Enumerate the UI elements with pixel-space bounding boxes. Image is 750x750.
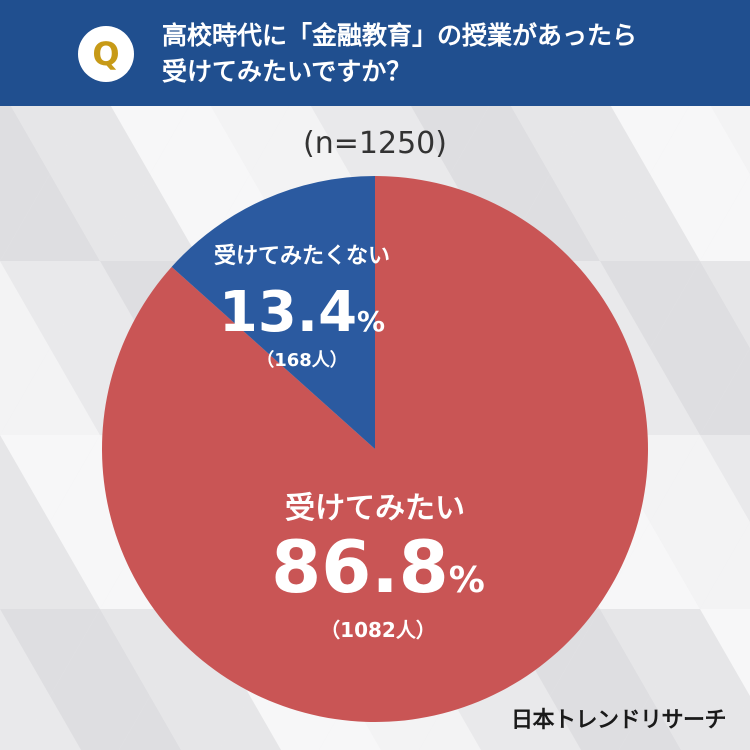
background-triangle	[518, 696, 582, 750]
background-triangle	[650, 609, 750, 696]
background-triangle	[50, 696, 150, 750]
q-badge: Q	[78, 26, 134, 82]
background-triangle	[450, 87, 550, 174]
background-triangle	[550, 609, 650, 696]
background-triangle	[0, 174, 100, 261]
slice-percent-want: 86.8%	[271, 525, 485, 609]
background-triangle	[450, 696, 550, 750]
background-triangle	[300, 87, 400, 174]
background-triangle	[200, 87, 300, 174]
pie-slice-not-want	[171, 176, 375, 449]
background-triangle	[0, 348, 100, 435]
background-triangle	[100, 87, 200, 174]
q-badge-letter: Q	[92, 35, 120, 73]
background-triangle	[118, 696, 182, 750]
background-triangle	[650, 522, 750, 609]
question-text: 高校時代に「金融教育」の授業があったら 受けてみたいですか？	[162, 18, 722, 90]
background-triangle	[0, 435, 100, 522]
slice-label-not-want: 受けてみたくない	[214, 243, 390, 269]
background-triangle	[100, 174, 200, 261]
background-triangle	[700, 174, 750, 261]
question-line-2: 受けてみたいですか？	[162, 57, 412, 86]
background-triangle	[550, 87, 650, 174]
slice-count-not-want: （168人）	[256, 350, 348, 371]
background-triangle	[0, 261, 100, 348]
background-triangle	[50, 261, 150, 348]
background-triangle	[50, 87, 150, 174]
background-triangle	[50, 174, 150, 261]
background-triangle	[0, 609, 100, 696]
background-triangle	[600, 174, 700, 261]
background-triangle	[318, 696, 382, 750]
background-triangle	[700, 609, 750, 696]
slice-label-want: 受けてみたい	[285, 491, 465, 526]
background-triangle	[650, 174, 750, 261]
background-triangle	[700, 87, 750, 174]
background-triangle	[700, 261, 750, 348]
background-triangle	[50, 609, 150, 696]
background-triangle	[350, 87, 450, 174]
background-triangle	[218, 696, 282, 750]
brand-logo-text: 日本トレンドリサーチ	[510, 708, 727, 733]
background-triangle	[600, 609, 700, 696]
background-triangle	[0, 87, 100, 174]
background-triangle	[650, 696, 750, 750]
background-triangle	[650, 261, 750, 348]
background-triangle	[150, 87, 250, 174]
slice-count-want: （1082人）	[320, 618, 436, 642]
background-triangle	[400, 87, 500, 174]
background-triangle	[618, 696, 682, 750]
background-triangle	[150, 174, 250, 261]
background-triangle	[0, 696, 50, 750]
background-triangle	[718, 696, 750, 750]
question-line-1: 高校時代に「金融教育」の授業があったら	[162, 21, 638, 50]
background-triangle	[0, 522, 100, 609]
background-triangle	[550, 696, 650, 750]
background-triangle	[650, 435, 750, 522]
background-triangle	[700, 522, 750, 609]
background-triangle	[250, 87, 350, 174]
sample-size-label: (n=1250)	[303, 126, 447, 161]
background-triangle	[600, 87, 700, 174]
background-triangle	[500, 87, 600, 174]
background-triangle	[700, 435, 750, 522]
background-triangle	[150, 696, 250, 750]
background-triangle	[700, 348, 750, 435]
background-triangle	[600, 261, 700, 348]
background-triangle	[418, 696, 482, 750]
background-triangle	[550, 174, 650, 261]
question-header: Q 高校時代に「金融教育」の授業があったら 受けてみたいですか？	[0, 0, 750, 106]
background-triangle	[650, 87, 750, 174]
background-triangle	[650, 348, 750, 435]
slice-percent-not-want: 13.4%	[219, 280, 385, 345]
background-triangle	[600, 522, 700, 609]
background-triangle	[18, 696, 82, 750]
